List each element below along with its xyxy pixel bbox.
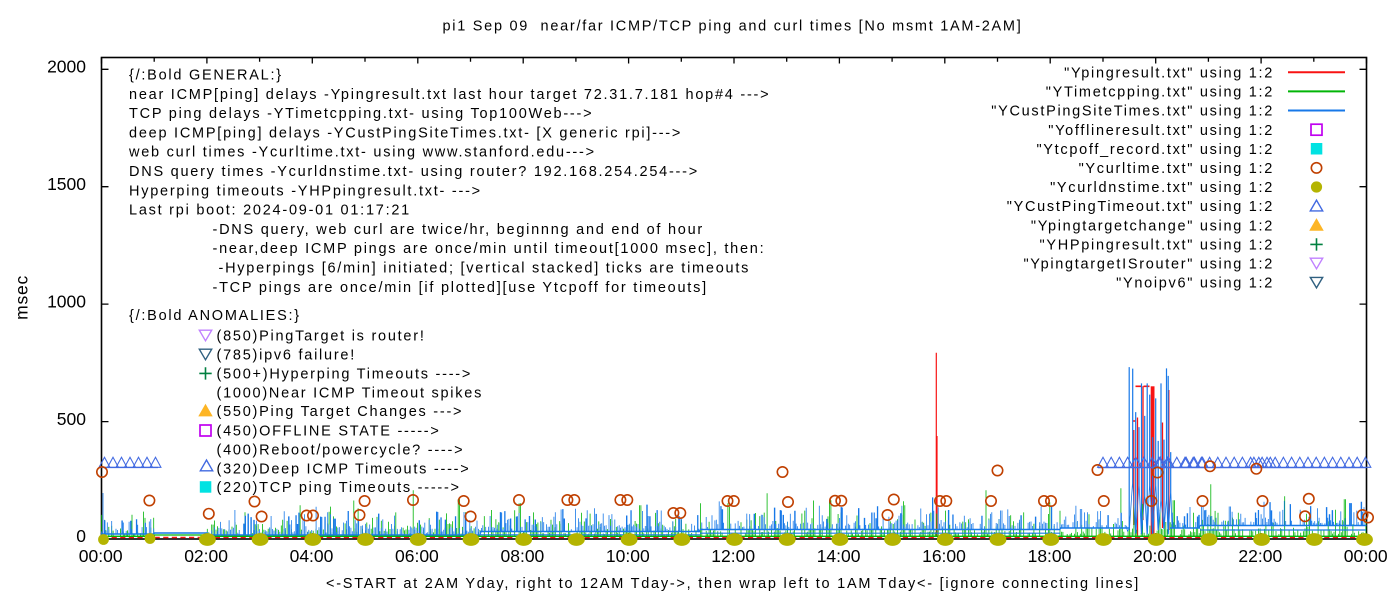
- svg-text:{/:Bold GENERAL:}: {/:Bold GENERAL:}: [129, 68, 283, 84]
- svg-text:(500+)Hyperping Timeouts ---->: (500+)Hyperping Timeouts ---->: [217, 366, 473, 382]
- svg-text:(220)TCP ping Timeouts ----->: (220)TCP ping Timeouts ----->: [217, 480, 461, 496]
- svg-text:(450)OFFLINE STATE ----->: (450)OFFLINE STATE ----->: [217, 424, 441, 440]
- svg-text:1000: 1000: [47, 291, 86, 311]
- svg-text:06:00: 06:00: [395, 546, 439, 566]
- svg-text:<-START at 2AM Yday, right to: <-START at 2AM Yday, right to 12AM Tday-…: [326, 576, 1140, 592]
- svg-text:"YpingtargetISrouter" using 1:: "YpingtargetISrouter" using 1:2: [1023, 257, 1274, 273]
- svg-text:-TCP pings are once/min [if pl: -TCP pings are once/min [if plotted][use…: [213, 280, 708, 296]
- svg-text:22:00: 22:00: [1238, 546, 1282, 566]
- svg-text:02:00: 02:00: [184, 546, 228, 566]
- svg-text:00:00: 00:00: [1344, 546, 1388, 566]
- svg-text:msec: msec: [12, 275, 32, 320]
- svg-text:(1000)Near ICMP Timeout spikes: (1000)Near ICMP Timeout spikes: [217, 385, 484, 401]
- svg-text:16:00: 16:00: [922, 546, 966, 566]
- svg-text:14:00: 14:00: [817, 546, 861, 566]
- svg-text:-near,deep ICMP pings are once: -near,deep ICMP pings are once/min until…: [213, 241, 766, 257]
- svg-text:"Ycurltime.txt" using 1:2: "Ycurltime.txt" using 1:2: [1079, 161, 1274, 177]
- svg-text:pi1 Sep 09 near/far ICMP/TCP: pi1 Sep 09 near/far ICMP/TCP ping and cu…: [443, 19, 1023, 35]
- svg-text:"Ypingtargetchange" using 1:2: "Ypingtargetchange" using 1:2: [1031, 218, 1274, 234]
- svg-text:18:00: 18:00: [1028, 546, 1072, 566]
- svg-text:20:00: 20:00: [1133, 546, 1177, 566]
- svg-text:2000: 2000: [47, 57, 86, 77]
- svg-text:500: 500: [57, 409, 86, 429]
- svg-text:Hyperping timeouts -YHPpingres: Hyperping timeouts -YHPpingresult.txt- -…: [129, 183, 482, 199]
- svg-text:TCP ping delays -YTimetcpping.: TCP ping delays -YTimetcpping.txt- using…: [129, 106, 593, 122]
- svg-text:"YCustPingTimeout.txt" using 1: "YCustPingTimeout.txt" using 1:2: [1007, 199, 1274, 215]
- svg-text:12:00: 12:00: [711, 546, 755, 566]
- svg-text:near ICMP[ping] delays -Ypingr: near ICMP[ping] delays -Ypingresult.txt …: [129, 87, 770, 103]
- svg-text:"YCustPingSiteTimes.txt" using: "YCustPingSiteTimes.txt" using 1:2: [991, 104, 1274, 120]
- svg-text:web curl times -Ycurltime.txt-: web curl times -Ycurltime.txt- using www…: [128, 145, 596, 161]
- svg-text:(320)Deep ICMP Timeouts ---->: (320)Deep ICMP Timeouts ---->: [217, 461, 471, 477]
- svg-text:"Ycurldnstime.txt" using 1:2: "Ycurldnstime.txt" using 1:2: [1050, 180, 1274, 196]
- svg-text:"YHPpingresult.txt" using 1:2: "YHPpingresult.txt" using 1:2: [1040, 238, 1275, 254]
- svg-text:DNS query times -Ycurldnstime.: DNS query times -Ycurldnstime.txt- using…: [129, 164, 699, 180]
- svg-text:04:00: 04:00: [290, 546, 334, 566]
- svg-text:Last rpi boot: 2024-09-01 01:1: Last rpi boot: 2024-09-01 01:17:21: [129, 203, 411, 219]
- svg-text:"Ypingresult.txt" using 1:2: "Ypingresult.txt" using 1:2: [1064, 65, 1274, 81]
- svg-text:08:00: 08:00: [501, 546, 545, 566]
- svg-text:"Ynoipv6" using 1:2: "Ynoipv6" using 1:2: [1116, 276, 1274, 292]
- svg-text:(400)Reboot/powercycle? ---->: (400)Reboot/powercycle? ---->: [217, 442, 465, 458]
- svg-text:(550)Ping Target Changes --->: (550)Ping Target Changes --->: [217, 404, 464, 420]
- svg-text:(850)PingTarget is router!: (850)PingTarget is router!: [217, 329, 426, 345]
- svg-text:"Ytcpoff_record.txt" using 1:2: "Ytcpoff_record.txt" using 1:2: [1036, 142, 1274, 158]
- svg-text:deep ICMP[ping] delays -YCustP: deep ICMP[ping] delays -YCustPingSiteTim…: [129, 125, 682, 141]
- svg-text:1500: 1500: [47, 174, 86, 194]
- svg-text:"YTimetcpping.txt" using 1:2: "YTimetcpping.txt" using 1:2: [1046, 85, 1274, 101]
- svg-text:{/:Bold ANOMALIES:}: {/:Bold ANOMALIES:}: [129, 308, 301, 324]
- svg-text:00:00: 00:00: [79, 546, 123, 566]
- svg-text:-Hyperpings [6/min] initiated;: -Hyperpings [6/min] initiated; [vertical…: [219, 261, 751, 277]
- svg-text:(785)ipv6 failure!: (785)ipv6 failure!: [217, 348, 357, 364]
- svg-text:"Yofflineresult.txt" using 1:2: "Yofflineresult.txt" using 1:2: [1048, 123, 1274, 139]
- svg-text:-DNS query, web curl are twice: -DNS query, web curl are twice/hr, begin…: [213, 222, 704, 238]
- svg-text:0: 0: [76, 526, 86, 546]
- svg-text:10:00: 10:00: [606, 546, 650, 566]
